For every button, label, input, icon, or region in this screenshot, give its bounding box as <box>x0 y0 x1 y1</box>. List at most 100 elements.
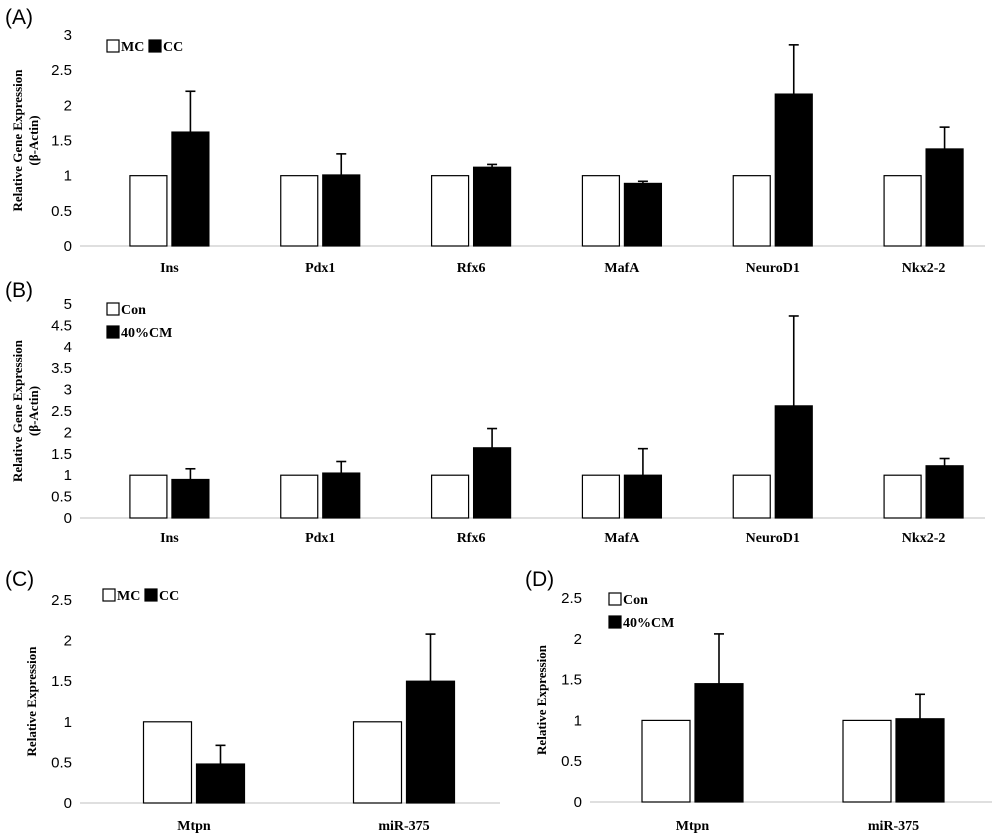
category-label: Mtpn <box>676 819 710 834</box>
bar-con-mir375 <box>842 719 892 803</box>
legend-swatch <box>106 325 120 339</box>
bar-mc-mir375 <box>352 721 403 804</box>
legend-swatch <box>106 39 120 53</box>
bar-mc-rfx6 <box>430 175 470 247</box>
category-label: MafA <box>604 261 640 276</box>
bar-mc-mtpn <box>142 721 193 804</box>
y-tick-label: 4 <box>64 339 72 356</box>
category-label: Mtpn <box>177 819 211 834</box>
y-tick-label: 1 <box>64 467 72 484</box>
y-tick-label: 1 <box>64 714 72 731</box>
bar-40cm-rfx6 <box>472 447 512 519</box>
y-axis-label: Relative Expression <box>24 646 39 757</box>
bar-mc-pdx1 <box>280 175 319 247</box>
y-tick-label: 2 <box>64 633 72 650</box>
bar-mc-mafa <box>581 175 621 247</box>
category-label: Pdx1 <box>305 531 335 546</box>
y-tick-label: 1.5 <box>51 673 72 690</box>
y-tick-label: 3.5 <box>51 360 72 377</box>
y-tick-label: 1.5 <box>51 446 72 463</box>
legend-label: MC <box>121 40 144 55</box>
category-label: Rfx6 <box>457 531 486 546</box>
bar-con-nkx22 <box>883 474 922 519</box>
legend-swatch <box>144 588 158 602</box>
bar-cc-rfx6 <box>472 166 512 247</box>
bar-con-mtpn <box>641 719 691 803</box>
y-tick-label: 0.5 <box>51 489 72 506</box>
category-label: NeuroD1 <box>746 531 800 546</box>
y-tick-label: 2.5 <box>51 403 72 420</box>
y-tick-label: 3 <box>64 27 72 44</box>
panel-label: (D) <box>525 568 554 591</box>
y-tick-label: 2.5 <box>561 590 582 607</box>
bar-mc-nkx22 <box>883 175 922 247</box>
legend-label: CC <box>163 40 183 55</box>
legend-label: Con <box>121 303 146 318</box>
category-label: Ins <box>160 261 179 276</box>
y-tick-label: 1 <box>574 712 582 729</box>
bar-40cm-nkx22 <box>925 465 964 519</box>
bar-con-rfx6 <box>430 474 470 519</box>
bar-40cm-mafa <box>623 474 663 519</box>
bar-cc-neurod1 <box>774 93 813 247</box>
y-axis-label: Relative Gene Expression <box>10 69 25 212</box>
y-tick-label: 0 <box>574 794 582 811</box>
category-label: miR-375 <box>378 819 429 834</box>
y-tick-label: 1.5 <box>51 133 72 150</box>
bar-cc-ins <box>171 131 210 247</box>
category-label: Pdx1 <box>305 261 335 276</box>
y-tick-label: 3 <box>64 382 72 399</box>
panel-label: (B) <box>5 279 33 302</box>
legend-label: 40%CM <box>623 616 674 631</box>
y-axis-label: (β-Actin) <box>26 115 41 165</box>
bar-cc-nkx22 <box>925 148 964 247</box>
panel-label: (C) <box>5 568 34 591</box>
bar-mc-neurod1 <box>732 175 771 247</box>
y-tick-label: 1 <box>64 168 72 185</box>
y-tick-label: 0 <box>64 795 72 812</box>
y-axis-label: (β-Actin) <box>26 386 41 436</box>
y-tick-label: 0.5 <box>51 203 72 220</box>
bar-40cm-ins <box>171 478 210 519</box>
bar-40cm-neurod1 <box>774 405 813 519</box>
bar-con-mafa <box>581 474 621 519</box>
panel-d: (D) 0 0.5 1 1.5 2 2.5 Relative Expression Mtpn mi… <box>525 568 992 834</box>
panel-a: (A) 0 0.5 1 1.5 2 2.5 3 Relative Gene Expression… <box>5 6 985 276</box>
category-label: miR-375 <box>868 819 919 834</box>
bar-cc-pdx1 <box>322 174 361 247</box>
y-axis-label: Relative Gene Expression <box>10 339 25 482</box>
y-tick-label: 2.5 <box>51 62 72 79</box>
bar-cc-mir375 <box>405 680 456 804</box>
bar-mc-ins <box>129 175 168 247</box>
y-tick-label: 2 <box>64 97 72 114</box>
bar-40cm-pdx1 <box>322 472 361 519</box>
y-tick-label: 5 <box>64 296 72 313</box>
legend-swatch <box>106 302 120 316</box>
y-tick-label: 2 <box>574 631 582 648</box>
y-tick-label: 0.5 <box>51 754 72 771</box>
legend-label: CC <box>159 589 179 604</box>
category-label: Nkx2-2 <box>902 261 946 276</box>
y-tick-label: 0 <box>64 510 72 527</box>
bar-con-ins <box>129 474 168 519</box>
category-label: MafA <box>604 531 640 546</box>
y-tick-label: 2 <box>64 424 72 441</box>
bar-40cm-mir375 <box>895 718 945 803</box>
y-tick-label: 1.5 <box>561 672 582 689</box>
legend-swatch <box>608 592 622 606</box>
category-label: NeuroD1 <box>746 261 800 276</box>
bar-40cm-mtpn <box>694 683 744 803</box>
bar-con-pdx1 <box>280 474 319 519</box>
bar-cc-mafa <box>623 182 663 247</box>
legend-swatch <box>102 588 116 602</box>
legend-label: 40%CM <box>121 326 172 341</box>
legend-swatch <box>148 39 162 53</box>
category-label: Ins <box>160 531 179 546</box>
category-label: Nkx2-2 <box>902 531 946 546</box>
y-tick-label: 0.5 <box>561 753 582 770</box>
legend-label: MC <box>117 589 140 604</box>
bar-cc-mtpn <box>195 763 246 804</box>
y-tick-label: 0 <box>64 238 72 255</box>
panel-b: (B) 0 0.5 1 1.5 2 2.5 3 3.5 4 4.5 5 Relative Gene Ex… <box>5 279 985 546</box>
